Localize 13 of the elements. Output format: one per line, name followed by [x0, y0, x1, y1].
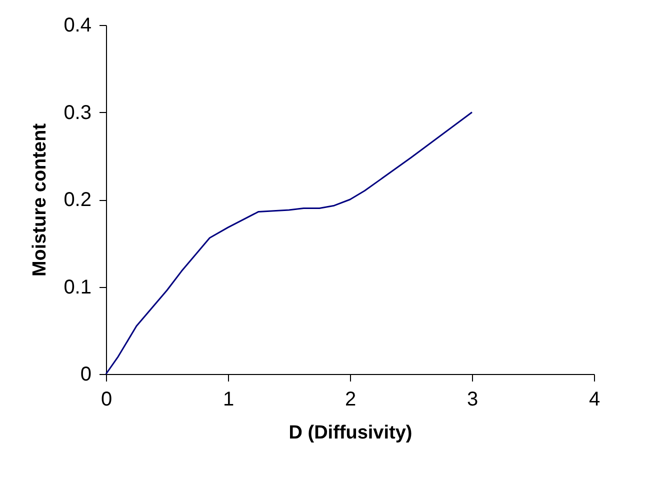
x-tick-label: 1: [222, 388, 234, 410]
x-tick-label: 3: [466, 388, 478, 410]
y-tick-label: 0.3: [64, 102, 92, 124]
x-tick-label: 4: [588, 388, 600, 410]
y-tick-label: 0: [80, 364, 92, 386]
y-tick-label: 0.2: [64, 189, 92, 211]
line-series: [105, 112, 473, 375]
x-tick-label: 2: [344, 388, 356, 410]
y-tick-label: 0.4: [64, 14, 92, 36]
y-tick-label: 0.1: [64, 276, 92, 298]
x-tick-label: 0: [100, 388, 112, 410]
x-axis-title: D (Diffusivity): [288, 422, 412, 444]
y-axis-title: Moisture content: [30, 122, 51, 277]
